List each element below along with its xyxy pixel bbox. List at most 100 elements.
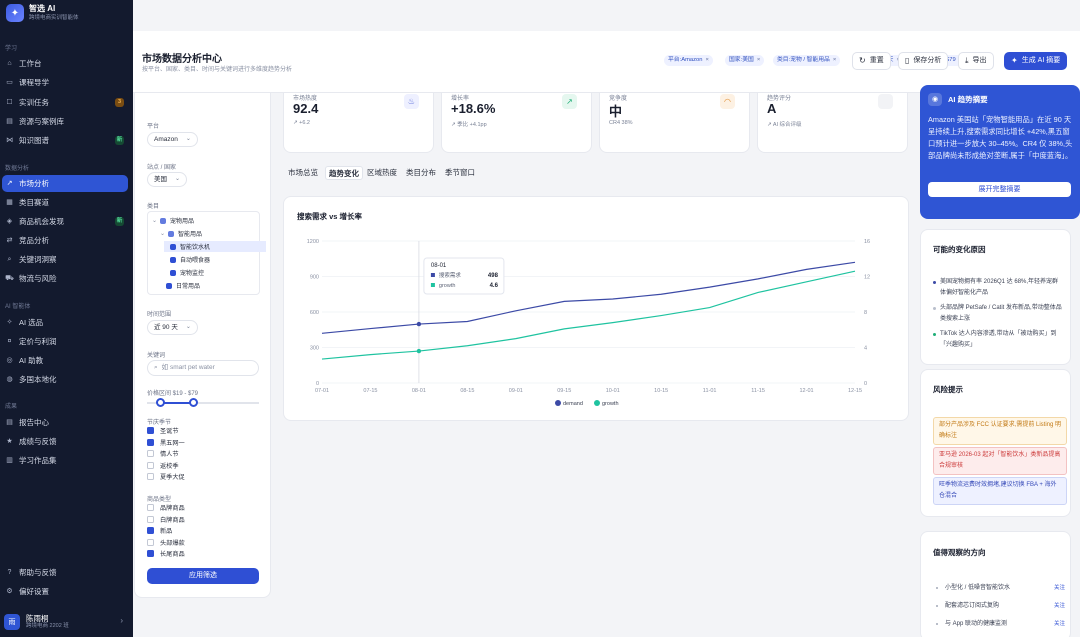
tree-node-water-fountain[interactable]: 智能饮水机: [164, 241, 266, 252]
follow-tag[interactable]: 关注: [1053, 621, 1065, 627]
tooltip-value: 498: [488, 273, 499, 279]
expand-summary-button[interactable]: 展开完整摘要: [928, 182, 1071, 197]
sidebar-item-globe[interactable]: ◍ 多国本地化: [2, 371, 128, 388]
series-point-growth: [416, 348, 422, 354]
sidebar-item-label: 学习作品集: [19, 456, 57, 465]
tree-node-daily[interactable]: 日常用品: [166, 280, 200, 291]
filter-chip[interactable]: 国家:美国 ×: [725, 55, 765, 66]
legend-swatch-demand: [555, 400, 561, 406]
user-profile[interactable]: 雨 陈雨桐 跨境电商 2202 班 ›: [4, 611, 129, 633]
sidebar-item-trend[interactable]: ↗ 市场分析: [2, 175, 128, 192]
sidebar-item-category[interactable]: ▦ 类目赛道: [2, 194, 128, 211]
watch-item[interactable]: 与 App 联动的健康监测 关注: [933, 618, 1067, 630]
sidebar-item-task[interactable]: ☐ 实训任务 3: [2, 94, 128, 111]
kpi-label: 增长率: [451, 96, 470, 102]
tooltip-swatch: [430, 283, 435, 287]
tab-4[interactable]: 季节窗口: [445, 168, 475, 177]
sidebar-item-home[interactable]: ⌂ 工作台: [2, 55, 128, 72]
price-slider-min-handle[interactable]: [156, 398, 166, 407]
price-slider-track[interactable]: [147, 402, 259, 404]
kpi-delta: ↗ +6.2: [293, 120, 310, 126]
y-left-tick: 300: [310, 346, 319, 352]
brand[interactable]: ✦ 智选 AI 跨境电商实训智能体: [6, 4, 79, 22]
sidebar-item-price[interactable]: ¤ 定价与利润: [2, 333, 128, 350]
checkbox-types[interactable]: 白牌商品: [147, 515, 185, 524]
checkbox-seasons[interactable]: 黑五网一: [147, 438, 185, 447]
tree-node-monitor[interactable]: 宠物监控: [170, 267, 204, 278]
grade-icon: ★: [6, 438, 13, 445]
chevron-right-icon[interactable]: ›: [120, 616, 123, 625]
x-tick: 07-15: [363, 388, 377, 394]
section-results: 成果: [5, 404, 18, 410]
export-button[interactable]: ⤓ 导出: [958, 52, 994, 70]
sidebar-item-graph[interactable]: ⋈ 知识图谱 新: [2, 132, 128, 149]
follow-tag[interactable]: 关注: [1053, 603, 1065, 609]
sidebar-item-label: 资源与案例库: [19, 117, 64, 126]
nav-badge: 3: [115, 98, 124, 107]
legend-swatch-growth: [594, 400, 600, 406]
sidebar-item-settings[interactable]: ⚙ 偏好设置: [2, 583, 128, 600]
x-tick: 10-01: [606, 388, 620, 394]
filter-chip[interactable]: 类目:宠物 / 智能用品 ×: [773, 55, 841, 66]
follow-tag[interactable]: 关注: [1053, 585, 1065, 591]
flame-icon: ♨: [404, 94, 419, 109]
watch-item[interactable]: 配套滤芯订阅式复购 关注: [933, 600, 1067, 612]
site-select[interactable]: 美国 ⌄: [147, 172, 188, 187]
filter-chip[interactable]: 平台:Amazon ×: [664, 55, 713, 66]
sidebar-item-book[interactable]: ▭ 课程导学: [2, 74, 128, 91]
checkbox-types[interactable]: 新品: [147, 526, 172, 535]
sidebar-item-grade[interactable]: ★ 成绩与反馈: [2, 433, 128, 450]
platform-select[interactable]: Amazon ⌄: [147, 132, 198, 147]
tree-node-smart[interactable]: ⌄ 智能用品: [160, 230, 203, 238]
sidebar-item-portfolio[interactable]: ▥ 学习作品集: [2, 452, 128, 469]
sidebar-item-report[interactable]: ▤ 报告中心: [2, 414, 128, 431]
sidebar-item-help[interactable]: ? 帮助与反馈: [2, 564, 128, 581]
tree-node-pet[interactable]: ⌄ 宠物用品: [152, 217, 195, 225]
sidebar-item-label: 课程导学: [19, 78, 49, 87]
sidebar-item-label: 工作台: [19, 59, 42, 68]
checkbox-types[interactable]: 长尾商品: [147, 549, 185, 558]
demand-growth-chart: 0 300 600 900 1200 0 4 8 12 16 07-01 07-15 08-01 08-1…: [307, 239, 870, 407]
tab-0[interactable]: 市场总览: [288, 168, 318, 177]
tab-1[interactable]: 趋势变化: [325, 166, 363, 180]
time-select[interactable]: 近 90 天 ⌄: [147, 320, 198, 335]
checkbox-seasons[interactable]: 返校季: [147, 461, 179, 470]
price-slider-max-handle[interactable]: [188, 398, 198, 407]
sidebar-item-keyword[interactable]: ⌕ 关键词洞察: [2, 251, 128, 268]
kpi-value: +18.6%: [451, 101, 496, 116]
reset-button[interactable]: ↻ 重置: [852, 52, 891, 70]
generate-ai-summary-button[interactable]: ✦ 生成 AI 摘要: [1004, 52, 1068, 70]
sidebar-item-opportunity[interactable]: ◈ 商品机会发现 新: [2, 213, 128, 230]
checkbox-seasons[interactable]: 圣诞节: [147, 426, 179, 435]
trend-up-icon: ↗: [562, 94, 577, 109]
watch-card: 值得观察的方向 小型化 / 低噪音智能饮水 关注 配套滤芯订阅式复购 关注与 App …: [920, 531, 1071, 637]
apply-filter-button[interactable]: 应用筛选: [147, 568, 259, 584]
checkbox-seasons[interactable]: 情人节: [147, 449, 179, 458]
sidebar-item-label: 竞品分析: [19, 236, 49, 245]
price-slider-fill: [160, 402, 193, 404]
tab-3[interactable]: 类目分布: [406, 168, 436, 177]
kpi-value: 中: [609, 104, 623, 119]
bullet-icon: [936, 623, 938, 625]
sparkle-icon: ✦: [1011, 56, 1018, 65]
sidebar-item-label: 成绩与反馈: [19, 437, 57, 446]
checkbox-types[interactable]: 头部爆款: [147, 538, 185, 547]
sidebar-item-compare[interactable]: ⇄ 竞品分析: [2, 232, 128, 249]
checkbox-seasons[interactable]: 夏季大促: [147, 472, 185, 481]
close-icon[interactable]: ×: [705, 57, 709, 63]
save-analysis-button[interactable]: ▯ 保存分析: [898, 52, 949, 70]
tab-2[interactable]: 区域热度: [367, 168, 397, 177]
sidebar-item-library[interactable]: ▤ 资源与案例库: [2, 113, 128, 130]
close-icon[interactable]: ×: [756, 57, 761, 63]
checkbox-types[interactable]: 品牌商品: [147, 503, 185, 512]
sidebar-item-logistics[interactable]: ⛟ 物流与风险: [2, 270, 128, 287]
tree-node-feeder[interactable]: 自动喂食器: [170, 254, 210, 265]
sidebar-item-ai[interactable]: ✧ AI 选品: [2, 314, 128, 331]
kpi-value: A: [767, 101, 777, 116]
refresh-icon: ↻: [859, 56, 866, 65]
sidebar-item-assistant[interactable]: ◎ AI 助教: [2, 352, 128, 369]
close-icon[interactable]: ×: [832, 57, 837, 63]
keyword-search-input[interactable]: ⌕ 如 smart pet water: [147, 360, 259, 376]
legend-label-growth: growth: [602, 401, 619, 407]
watch-item[interactable]: 小型化 / 低噪音智能饮水 关注: [933, 582, 1067, 594]
